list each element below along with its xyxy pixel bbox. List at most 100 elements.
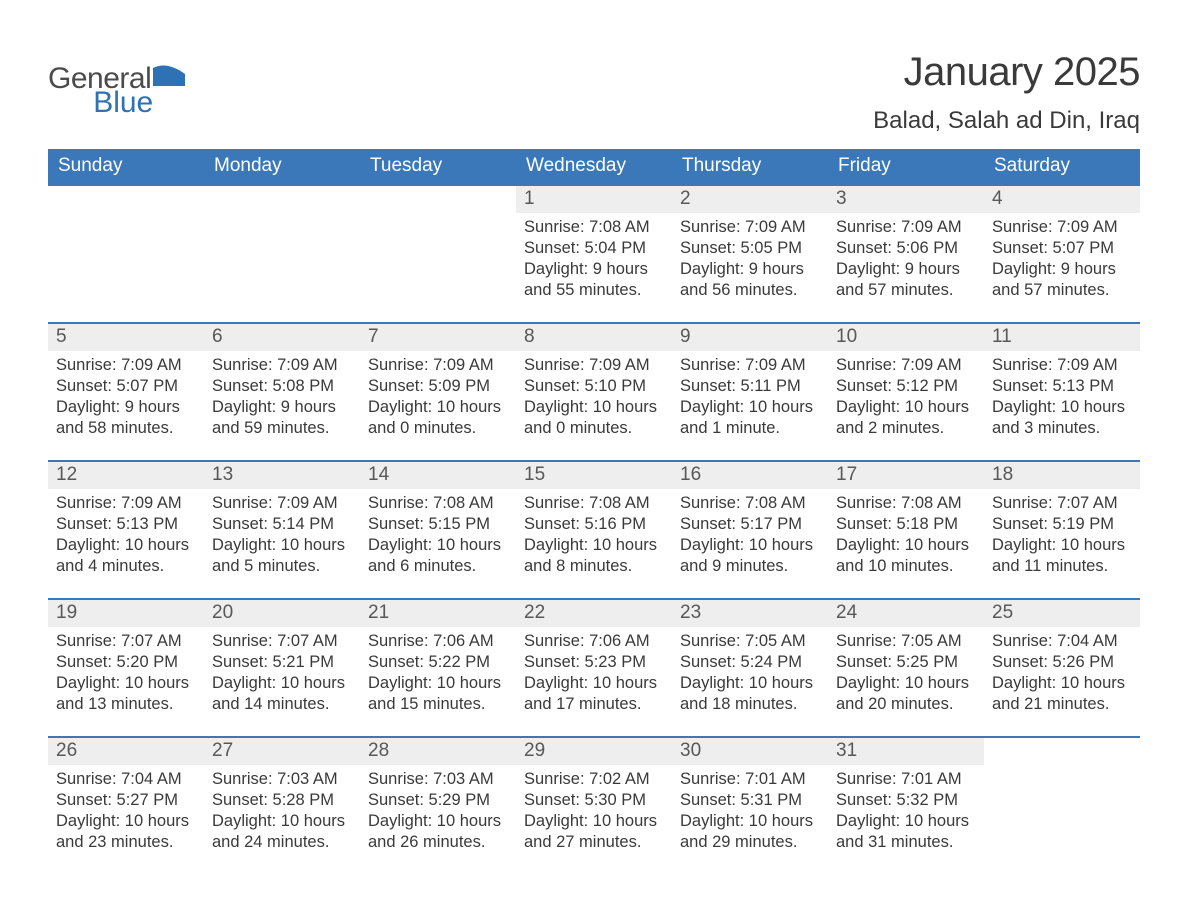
sunset-text: Sunset: 5:11 PM (680, 376, 820, 397)
sunrise-text: Sunrise: 7:06 AM (368, 631, 508, 652)
day-number: 11 (992, 326, 1012, 347)
daylight-text: Daylight: 10 hours and 18 minutes. (680, 673, 820, 715)
day-details: Sunrise: 7:08 AMSunset: 5:17 PMDaylight:… (672, 489, 828, 583)
daylight-text: Daylight: 9 hours and 58 minutes. (56, 397, 196, 439)
sunrise-text: Sunrise: 7:08 AM (680, 493, 820, 514)
day-details: Sunrise: 7:08 AMSunset: 5:04 PMDaylight:… (516, 213, 672, 307)
daylight-text: Daylight: 10 hours and 6 minutes. (368, 535, 508, 577)
day-details: Sunrise: 7:08 AMSunset: 5:18 PMDaylight:… (828, 489, 984, 583)
day-number: 16 (680, 464, 701, 485)
calendar-day-cell: 9Sunrise: 7:09 AMSunset: 5:11 PMDaylight… (672, 322, 828, 460)
calendar-week-row: 1Sunrise: 7:08 AMSunset: 5:04 PMDaylight… (48, 184, 1140, 322)
day-number: 12 (56, 464, 77, 485)
day-number: 18 (992, 464, 1013, 485)
sunset-text: Sunset: 5:32 PM (836, 790, 976, 811)
day-number-bar: 26 (48, 738, 204, 765)
calendar-day-cell: 4Sunrise: 7:09 AMSunset: 5:07 PMDaylight… (984, 184, 1140, 322)
day-number-bar: 12 (48, 462, 204, 489)
day-number: 28 (368, 740, 389, 761)
day-number-bar: 31 (828, 738, 984, 765)
day-number: 21 (368, 602, 389, 623)
daylight-text: Daylight: 10 hours and 29 minutes. (680, 811, 820, 853)
day-number: 29 (524, 740, 545, 761)
calendar-empty-cell (984, 736, 1140, 874)
daylight-text: Daylight: 10 hours and 15 minutes. (368, 673, 508, 715)
day-number-bar: 10 (828, 324, 984, 351)
day-number-bar: 3 (828, 186, 984, 213)
day-details: Sunrise: 7:09 AMSunset: 5:12 PMDaylight:… (828, 351, 984, 445)
daylight-text: Daylight: 10 hours and 14 minutes. (212, 673, 352, 715)
calendar-day-cell: 21Sunrise: 7:06 AMSunset: 5:22 PMDayligh… (360, 598, 516, 736)
daylight-text: Daylight: 10 hours and 2 minutes. (836, 397, 976, 439)
title-block: January 2025 Balad, Salah ad Din, Iraq (873, 50, 1140, 135)
day-number-bar: 30 (672, 738, 828, 765)
calendar-day-cell: 10 Sunrise: 7:09 AMSunset: 5:12 PMDayligh… (828, 322, 984, 460)
day-number-bar: 2 (672, 186, 828, 213)
month-title: January 2025 (873, 50, 1140, 95)
day-details: Sunrise: 7:02 AMSunset: 5:30 PMDaylight:… (516, 765, 672, 859)
calendar-day-cell: 5Sunrise: 7:09 AMSunset: 5:07 PMDaylight… (48, 322, 204, 460)
calendar-day-cell: 1Sunrise: 7:08 AMSunset: 5:04 PMDaylight… (516, 184, 672, 322)
calendar-empty-cell (204, 184, 360, 322)
sunset-text: Sunset: 5:04 PM (524, 238, 664, 259)
sunset-text: Sunset: 5:13 PM (992, 376, 1132, 397)
day-details: Sunrise: 7:09 AMSunset: 5:10 PMDaylight:… (516, 351, 672, 445)
day-number-bar: 19 (48, 600, 204, 627)
sunset-text: Sunset: 5:30 PM (524, 790, 664, 811)
day-details: Sunrise: 7:09 AMSunset: 5:14 PMDaylight:… (204, 489, 360, 583)
day-number-bar: 7 (360, 324, 516, 351)
daylight-text: Daylight: 10 hours and 13 minutes. (56, 673, 196, 715)
day-details: Sunrise: 7:09 AMSunset: 5:13 PMDaylight:… (984, 351, 1140, 445)
calendar-day-cell: 8Sunrise: 7:09 AMSunset: 5:10 PMDaylight… (516, 322, 672, 460)
sunrise-text: Sunrise: 7:09 AM (680, 217, 820, 238)
calendar-day-cell: 11 Sunrise: 7:09 AMSunset: 5:13 PMDayligh… (984, 322, 1140, 460)
calendar-week-row: 19Sunrise: 7:07 AMSunset: 5:20 PMDayligh… (48, 598, 1140, 736)
calendar-day-cell: 25Sunrise: 7:04 AMSunset: 5:26 PMDayligh… (984, 598, 1140, 736)
sunset-text: Sunset: 5:17 PM (680, 514, 820, 535)
sunrise-text: Sunrise: 7:08 AM (524, 493, 664, 514)
day-details: Sunrise: 7:09 AMSunset: 5:07 PMDaylight:… (984, 213, 1140, 307)
day-number: 2 (680, 188, 691, 209)
sunrise-text: Sunrise: 7:09 AM (56, 355, 196, 376)
day-details: Sunrise: 7:09 AMSunset: 5:06 PMDaylight:… (828, 213, 984, 307)
sunrise-text: Sunrise: 7:09 AM (212, 493, 352, 514)
sunset-text: Sunset: 5:20 PM (56, 652, 196, 673)
weekday-header: Monday (204, 149, 360, 184)
calendar-empty-cell (48, 184, 204, 322)
day-number-bar: 18 (984, 462, 1140, 489)
sunrise-text: Sunrise: 7:04 AM (56, 769, 196, 790)
sunrise-text: Sunrise: 7:08 AM (524, 217, 664, 238)
sunset-text: Sunset: 5:13 PM (56, 514, 196, 535)
day-number-bar: 9 (672, 324, 828, 351)
day-number-bar: 25 (984, 600, 1140, 627)
day-details: Sunrise: 7:05 AMSunset: 5:25 PMDaylight:… (828, 627, 984, 721)
sunset-text: Sunset: 5:28 PM (212, 790, 352, 811)
daylight-text: Daylight: 10 hours and 9 minutes. (680, 535, 820, 577)
sunset-text: Sunset: 5:16 PM (524, 514, 664, 535)
day-number-bar: 4 (984, 186, 1140, 213)
calendar-day-cell: 26Sunrise: 7:04 AMSunset: 5:27 PMDayligh… (48, 736, 204, 874)
sunrise-text: Sunrise: 7:07 AM (56, 631, 196, 652)
calendar-day-cell: 19 Sunrise: 7:07 AMSunset: 5:20 PMDayligh… (48, 598, 204, 736)
day-number-bar: 14 (360, 462, 516, 489)
day-number-bar: 13 (204, 462, 360, 489)
day-number: 30 (680, 740, 701, 761)
weekday-header: Friday (828, 149, 984, 184)
day-number-bar: 22 (516, 600, 672, 627)
calendar-day-cell: 17Sunrise: 7:08 AMSunset: 5:18 PMDayligh… (828, 460, 984, 598)
calendar-day-cell: 7Sunrise: 7:09 AMSunset: 5:09 PMDaylight… (360, 322, 516, 460)
daylight-text: Daylight: 10 hours and 24 minutes. (212, 811, 352, 853)
location-subtitle: Balad, Salah ad Din, Iraq (873, 107, 1140, 135)
calendar-week-row: 26Sunrise: 7:04 AMSunset: 5:27 PMDayligh… (48, 736, 1140, 874)
day-details: Sunrise: 7:09 AMSunset: 5:08 PMDaylight:… (204, 351, 360, 445)
day-number: 10 (836, 326, 857, 347)
logo-text: General Blue (48, 64, 151, 118)
day-details: Sunrise: 7:09 AMSunset: 5:11 PMDaylight:… (672, 351, 828, 445)
sunset-text: Sunset: 5:05 PM (680, 238, 820, 259)
weekday-header-row: SundayMondayTuesdayWednesdayThursdayFrid… (48, 149, 1140, 184)
sunrise-text: Sunrise: 7:03 AM (368, 769, 508, 790)
sunrise-text: Sunrise: 7:07 AM (992, 493, 1132, 514)
sunset-text: Sunset: 5:25 PM (836, 652, 976, 673)
calendar-day-cell: 16 Sunrise: 7:08 AMSunset: 5:17 PMDayligh… (672, 460, 828, 598)
sunset-text: Sunset: 5:14 PM (212, 514, 352, 535)
